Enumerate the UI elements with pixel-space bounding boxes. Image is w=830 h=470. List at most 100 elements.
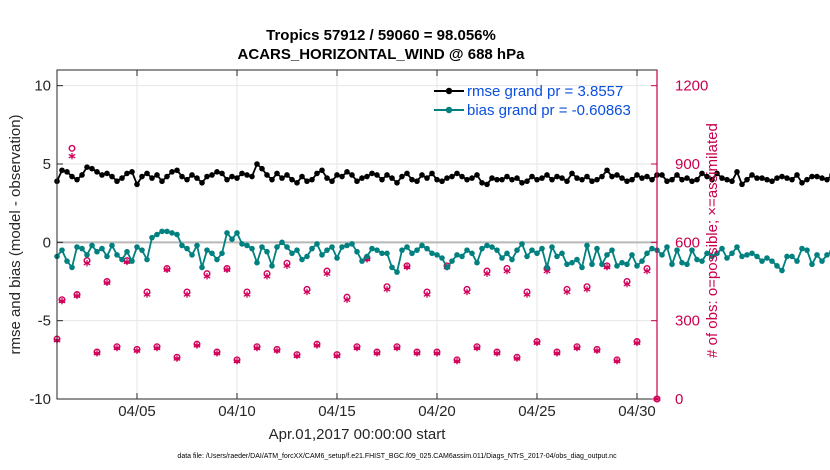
series-point-1 (564, 261, 570, 268)
series-point-0 (74, 176, 80, 183)
obs-assimilated-stroke (68, 153, 76, 159)
series-point-1 (79, 245, 85, 252)
obs-assimilated-point (373, 350, 381, 357)
series-point-1 (634, 263, 640, 269)
series-point-1 (119, 256, 125, 263)
series-point-1 (439, 255, 445, 261)
series-point-0 (99, 172, 105, 178)
series-point-0 (379, 176, 385, 183)
obs-assimilated-point (283, 262, 291, 270)
series-point-1 (309, 245, 315, 252)
obs-assimilated-point (213, 350, 221, 357)
series-point-0 (179, 173, 185, 180)
obs-assimilated-point (593, 347, 601, 354)
series-point-1 (89, 242, 95, 249)
series-point-0 (299, 173, 305, 180)
series-point-1 (789, 253, 795, 260)
series-point-1 (164, 228, 170, 235)
series-point-0 (184, 176, 190, 183)
obs-assimilated-point (303, 288, 311, 296)
series-point-1 (239, 241, 245, 247)
chart-title: Tropics 57912 / 59060 = 98.056% (266, 27, 496, 44)
series-point-1 (219, 250, 225, 257)
series-point-1 (494, 247, 500, 253)
series-point-0 (784, 175, 790, 181)
series-point-0 (759, 175, 765, 181)
series-point-1 (594, 245, 600, 252)
series-point-1 (234, 230, 240, 236)
obs-assimilated-point (613, 357, 621, 365)
series-point-0 (224, 176, 230, 183)
obs-assimilated-point (583, 286, 591, 293)
series-point-1 (434, 252, 440, 258)
series-point-1 (369, 245, 375, 252)
series-group (54, 161, 830, 275)
series-point-0 (279, 175, 285, 181)
series-point-0 (364, 173, 370, 180)
obs-assimilated-point (603, 263, 611, 271)
series-point-0 (794, 172, 800, 178)
series-point-0 (84, 164, 90, 170)
series-point-1 (689, 247, 695, 253)
series-point-1 (559, 250, 565, 257)
series-point-1 (774, 263, 780, 269)
obs-assimilated-stroke (223, 267, 231, 273)
y-tick-label: 5 (43, 156, 51, 173)
series-point-1 (184, 245, 190, 252)
series-point-0 (119, 175, 125, 181)
obs-assimilated-stroke (523, 292, 531, 297)
series-point-0 (239, 170, 245, 177)
series-point-0 (454, 170, 460, 177)
series-point-1 (324, 247, 330, 253)
y2-tick-label: 0 (675, 391, 683, 408)
series-point-0 (504, 173, 510, 180)
obs-assimilated-stroke (543, 268, 551, 274)
series-point-0 (589, 178, 595, 185)
x-axis-ticks: 04/05 04/10 04/15 04/20 04/25 04/30 (118, 70, 656, 420)
obs-assimilated-stroke (133, 348, 141, 354)
obs-assimilated-point (423, 291, 431, 298)
series-point-1 (609, 247, 615, 253)
series-point-1 (229, 236, 235, 242)
series-point-0 (309, 176, 315, 183)
series-point-0 (639, 175, 645, 181)
obs-assimilated-stroke (463, 289, 471, 295)
obs-assimilated-stroke (123, 259, 131, 265)
series-point-0 (634, 172, 640, 178)
series-point-0 (189, 172, 195, 178)
series-point-0 (659, 172, 665, 178)
series-point-1 (554, 253, 560, 260)
series-point-1 (174, 231, 180, 238)
series-point-1 (509, 256, 515, 263)
y2-tick-label: 300 (675, 313, 700, 330)
series-point-1 (74, 244, 80, 250)
series-point-1 (459, 253, 465, 260)
series-point-1 (454, 252, 460, 258)
obs-assimilated-point (383, 286, 391, 293)
obs-assimilated-stroke (103, 280, 111, 286)
obs-assimilated-stroke (183, 292, 191, 297)
series-point-0 (359, 175, 365, 181)
series-point-1 (639, 258, 645, 264)
legend-bias-label: bias grand pr = -0.60863 (467, 102, 631, 119)
series-point-1 (124, 248, 130, 255)
x-tick-label: 04/10 (218, 403, 256, 420)
series-point-1 (274, 244, 280, 250)
series-point-1 (579, 264, 585, 271)
series-point-0 (404, 170, 410, 177)
series-point-1 (469, 250, 475, 257)
obs-assimilated-stroke (393, 345, 401, 351)
obs-assimilated-stroke (623, 281, 631, 287)
obs-assimilated-point (503, 267, 511, 275)
series-point-0 (749, 172, 755, 178)
obs-assimilated-stroke (413, 350, 421, 356)
series-point-1 (424, 245, 430, 252)
series-point-0 (139, 173, 145, 180)
series-point-1 (414, 247, 420, 253)
obs-assimilated-stroke (533, 340, 541, 346)
obs-assimilated-point (243, 291, 251, 298)
series-point-0 (594, 176, 600, 183)
obs-assimilated-point (323, 270, 331, 277)
series-point-1 (784, 253, 790, 260)
series-point-0 (69, 173, 75, 180)
